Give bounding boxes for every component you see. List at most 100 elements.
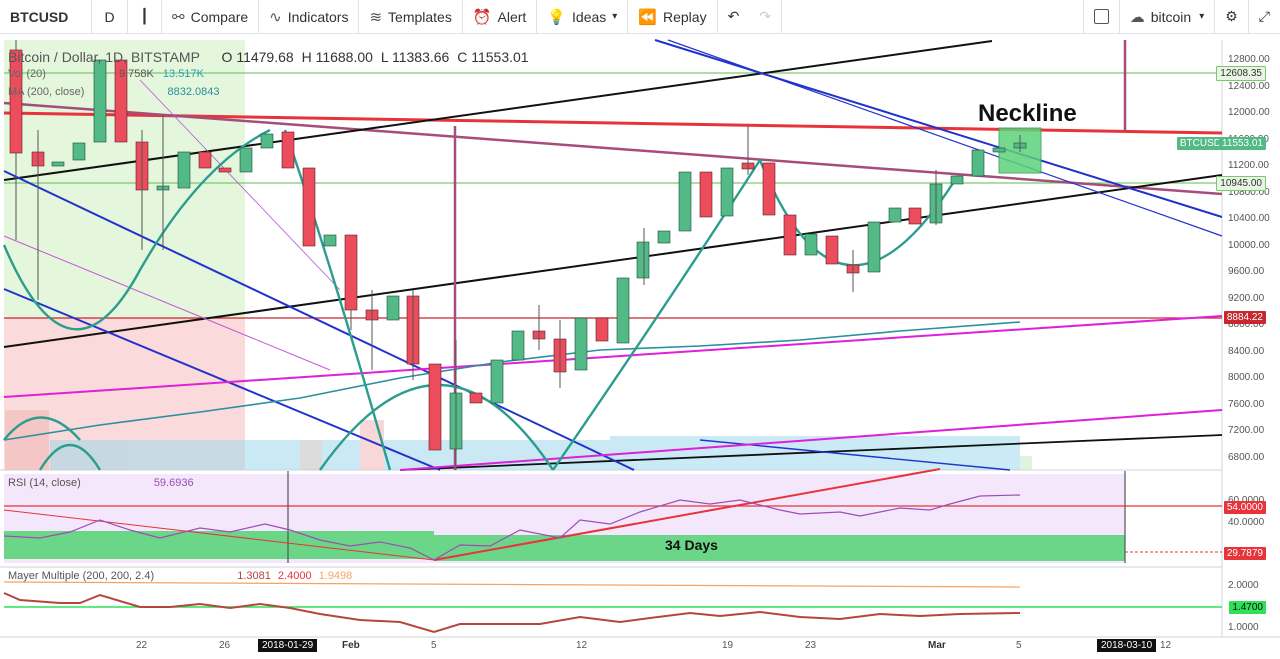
time-tick: 26 [219,640,231,651]
label-mayer-147: 1.4700 [1229,601,1266,614]
fullscreen-button[interactable]: ⤢ [1249,0,1280,34]
label-12608: 12608.35 [1216,66,1266,81]
label-10945: 10945.00 [1216,176,1266,191]
gear-icon: ⚙ [1225,8,1238,24]
price-tick: 9600.00 [1228,266,1265,277]
price-tick: 11200.00 [1228,160,1269,171]
rsi-label: RSI (14, close) [8,477,81,489]
square-icon [1093,9,1109,24]
mayer-value-2: 2.4000 [277,570,312,582]
chart-canvas[interactable] [0,35,1280,659]
mayer-tick: 2.0000 [1228,580,1259,591]
candles-icon: ┃ [140,8,149,24]
rsi-trendline-thin [3,509,435,561]
label-8884: 8884.22 [1223,311,1266,324]
vol-legend[interactable]: Vol (20) 9.758K 13.517K [8,68,204,80]
ideas-label: Ideas [572,8,607,25]
neckline-annotation: Neckline [978,100,1077,127]
chevron-down-icon: ▾ [1199,11,1205,22]
alarm-icon: ⏰ [472,8,492,26]
trendline-blue-3 [654,39,1223,218]
alert-button[interactable]: ⏰ Alert [463,0,538,34]
vol-label: Vol (20) [8,68,46,80]
price-tick: 8000.00 [1228,372,1265,383]
time-tick: 23 [805,640,817,651]
rsi-zone-2 [434,535,1125,561]
ma-legend[interactable]: MA (200, close) 8832.0843 [8,86,219,98]
trendline-maroon [3,101,1223,196]
undo-icon: ↶ [727,8,740,24]
trendline-magenta-1 [3,315,1223,398]
trendline-thin-purple [3,235,331,371]
price-axis[interactable]: 12800.0012400.0012000.0011600.0011200.00… [1226,35,1280,635]
mayer-band-line [3,581,1021,588]
days-annotation: 34 Days [665,537,718,553]
candles [9,40,1027,470]
rsi-zone-1 [4,531,434,559]
templates-label: Templates [388,8,452,25]
chart-title: Bitcoin / Dollar, 1D, BITSTAMP [8,49,200,65]
undo-button[interactable]: ↶ [718,0,750,34]
ma-label: MA (200, close) [8,86,85,98]
trendline-black-lower [3,174,1223,348]
compare-icon: ⚯ [172,8,185,26]
time-axis[interactable]: 22 26 2018-01-29 Feb 5 12 19 23 Mar 5 20… [0,639,1222,658]
compare-button[interactable]: ⚯ Compare [162,0,260,34]
price-tick: 7600.00 [1228,398,1265,410]
price-tick: 10000.00 [1228,239,1270,251]
chart-area[interactable]: Bitcoin / Dollar, 1D, BITSTAMP O 11479.6… [0,35,1280,659]
indicators-button[interactable]: ∿ Indicators [259,0,360,34]
price-tick: 6800.00 [1228,451,1265,463]
mayer-legend[interactable]: Mayer Multiple (200, 200, 2.4) 1.3081 2.… [8,570,352,582]
label-rsi-29: 29.7879 [1223,547,1266,560]
layout-name: bitcoin [1150,8,1192,25]
chart-title-legend[interactable]: Bitcoin / Dollar, 1D, BITSTAMP O 11479.6… [8,49,529,65]
chart-type-button[interactable]: ┃ [128,0,162,34]
price-tick: 10800.00 [1228,186,1270,198]
layout-button[interactable] [1082,0,1120,34]
time-tick: 19 [722,640,734,651]
trendline-black-bottom [399,434,1223,471]
cloud-icon: ☁ [1129,8,1145,26]
trendline-blue-1 [3,170,635,471]
mayer-axis[interactable]: 2.0000 1.0000 [1228,580,1259,633]
rsi-value: 59.6936 [153,477,194,489]
trendline-magenta-2 [399,409,1223,471]
rsi-tick: 60.0000 [1228,490,1264,512]
trendline-black-upper [3,40,993,181]
fullscreen-icon: ⤢ [1258,8,1270,24]
rsi-axis[interactable]: 60.0000 40.0000 [1228,490,1264,534]
settings-button[interactable]: ⚙ [1215,0,1249,34]
vol-value-1: 9.758K [118,68,154,80]
vol-value-2: 13.517K [162,68,204,80]
ideas-button[interactable]: 💡 Ideas ▾ [537,0,629,34]
rsi-legend[interactable]: RSI (14, close) 59.6936 [8,477,194,489]
ma-value: 8832.0843 [167,86,220,98]
interval-selector[interactable]: D [92,0,128,34]
cloud-save-button[interactable]: ☁ bitcoin ▾ [1120,0,1216,34]
time-tick: 5 [431,640,437,651]
mayer-value-1: 1.3081 [237,570,271,582]
price-tick: 7200.00 [1228,425,1265,436]
ohlc-low: L 11383.66 [380,49,450,65]
templates-button[interactable]: ≋ Templates [359,0,463,34]
mayer-tick: 1.0000 [1228,622,1259,633]
ohlc-open: O 11479.68 [221,49,294,65]
replay-button[interactable]: ⏪ Replay [628,0,718,34]
time-tick: 22 [136,640,148,651]
rsi-line [3,494,1021,561]
time-marker-end: 2018-03-10 [1097,639,1157,652]
time-tick: 12 [1160,640,1172,651]
trendline-blue-4 [667,39,1223,237]
symbol-price-tag: BTCUSD [1176,137,1224,150]
redo-button[interactable]: ↷ [749,0,783,34]
replay-label: Replay [662,8,707,25]
mayer-line [3,592,1021,634]
indicators-label: Indicators [287,8,349,25]
replay-icon: ⏪ [638,8,657,26]
compare-label: Compare [190,8,249,25]
rsi-tick: 40.0000 [1228,517,1265,528]
redo-icon: ↷ [759,8,772,24]
lightbulb-icon: 💡 [547,8,567,26]
symbol-search[interactable]: BTCUSD [0,0,92,34]
